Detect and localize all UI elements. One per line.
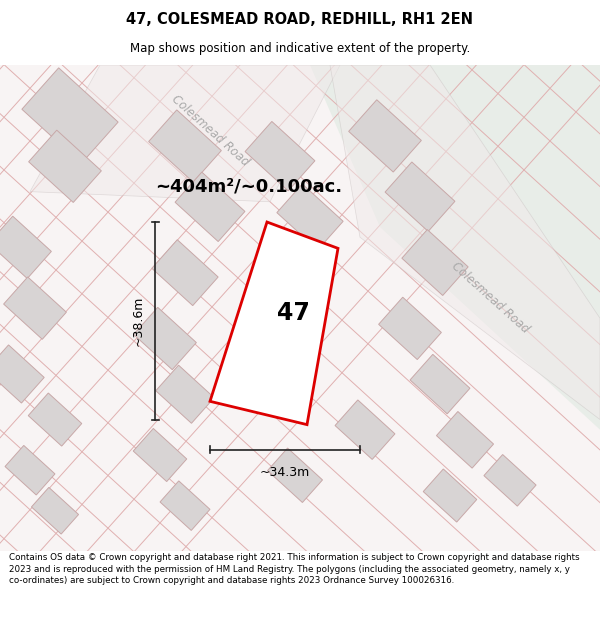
Text: Colesmead Road: Colesmead Road [169,92,251,169]
Text: 47: 47 [277,301,310,325]
Polygon shape [175,172,245,241]
Polygon shape [152,240,218,306]
Polygon shape [31,488,79,534]
Polygon shape [330,65,600,419]
Text: Contains OS data © Crown copyright and database right 2021. This information is : Contains OS data © Crown copyright and d… [9,554,580,586]
Polygon shape [30,65,340,202]
Polygon shape [254,246,316,309]
Polygon shape [379,298,442,359]
Polygon shape [402,229,468,296]
Polygon shape [28,393,82,446]
Text: Map shows position and indicative extent of the property.: Map shows position and indicative extent… [130,42,470,55]
Polygon shape [0,345,44,403]
Polygon shape [156,365,214,423]
Polygon shape [134,308,196,370]
Polygon shape [160,481,210,531]
Polygon shape [149,110,221,182]
Polygon shape [133,429,187,481]
Polygon shape [484,454,536,506]
Polygon shape [268,448,323,503]
Polygon shape [29,130,101,202]
Polygon shape [423,469,477,522]
Polygon shape [0,216,52,279]
Polygon shape [410,354,470,414]
Text: Colesmead Road: Colesmead Road [449,260,532,336]
Polygon shape [5,446,55,495]
Text: 47, COLESMEAD ROAD, REDHILL, RH1 2EN: 47, COLESMEAD ROAD, REDHILL, RH1 2EN [127,12,473,27]
Polygon shape [22,68,118,164]
Polygon shape [210,222,338,424]
Polygon shape [436,411,494,468]
Text: ~404m²/~0.100ac.: ~404m²/~0.100ac. [155,177,342,196]
Polygon shape [349,100,421,172]
Polygon shape [4,277,67,339]
Polygon shape [310,65,600,430]
Polygon shape [245,121,315,191]
Text: ~34.3m: ~34.3m [260,466,310,479]
Text: ~38.6m: ~38.6m [132,296,145,346]
Polygon shape [335,400,395,459]
Polygon shape [385,162,455,231]
Polygon shape [277,184,343,250]
